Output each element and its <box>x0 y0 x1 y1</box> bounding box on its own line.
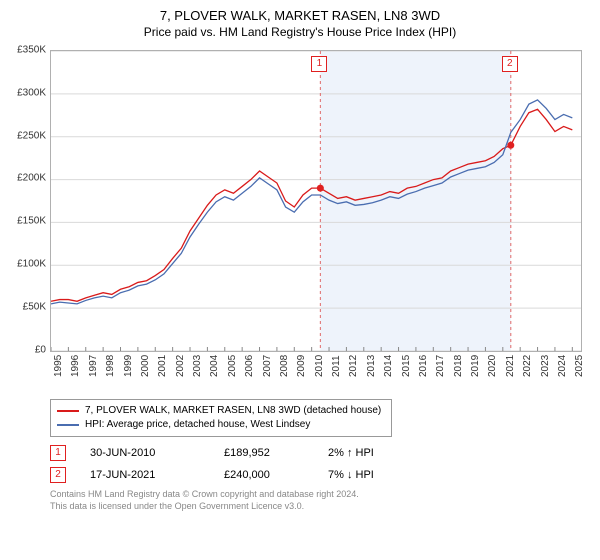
price-chart: £0 £50K £100K £150K £200K £250K £300K £350K 199… <box>10 45 590 395</box>
x-tick-label: 2000 <box>140 355 151 377</box>
x-tick-label: 2021 <box>505 355 516 377</box>
y-tick-label: £50K <box>23 302 46 313</box>
x-tick-label: 2019 <box>470 355 481 377</box>
x-tick-label: 2022 <box>522 355 533 377</box>
x-tick-label: 2024 <box>557 355 568 377</box>
x-tick-label: 2014 <box>383 355 394 377</box>
plot-area <box>50 50 582 352</box>
x-tick-label: 2018 <box>453 355 464 377</box>
y-tick-label: £250K <box>17 130 46 141</box>
x-tick-label: 1996 <box>70 355 81 377</box>
y-axis: £0£50K£100K£150K£200K£250K£300K£350K <box>10 50 48 350</box>
x-axis: 1995 1996 1997 1998 1999 2000 2001 2002 2003 2004… <box>50 355 580 395</box>
legend: 7, PLOVER WALK, MARKET RASEN, LN8 3WD (d… <box>50 399 392 437</box>
x-tick-label: 2025 <box>574 355 585 377</box>
x-tick-label: 1995 <box>53 355 64 377</box>
legend-swatch <box>57 424 79 426</box>
event-price: £189,952 <box>224 447 304 459</box>
x-tick-label: 2020 <box>487 355 498 377</box>
x-tick-label: 1998 <box>105 355 116 377</box>
event-date: 30-JUN-2010 <box>90 447 200 459</box>
legend-label: 7, PLOVER WALK, MARKET RASEN, LN8 3WD (d… <box>85 404 381 418</box>
legend-swatch <box>57 410 79 412</box>
x-tick-label: 1999 <box>123 355 134 377</box>
events-table: 1 30-JUN-2010 £189,952 2% ↑ HPI 2 17-JUN-2021… <box>50 445 590 483</box>
event-row: 2 17-JUN-2021 £240,000 7% ↓ HPI <box>50 467 590 483</box>
x-tick-label: 2016 <box>418 355 429 377</box>
x-tick-label: 1997 <box>88 355 99 377</box>
x-tick-label: 2015 <box>401 355 412 377</box>
event-date: 17-JUN-2021 <box>90 469 200 481</box>
event-price: £240,000 <box>224 469 304 481</box>
event-delta: 2% ↑ HPI <box>328 447 374 459</box>
event-marker-badge: 2 <box>502 56 518 72</box>
x-tick-label: 2008 <box>279 355 290 377</box>
page-title: 7, PLOVER WALK, MARKET RASEN, LN8 3WD <box>10 8 590 25</box>
x-tick-label: 2007 <box>262 355 273 377</box>
legend-label: HPI: Average price, detached house, West… <box>85 418 310 432</box>
y-tick-label: £350K <box>17 44 46 55</box>
event-marker-badge: 1 <box>311 56 327 72</box>
footer-attribution: Contains HM Land Registry data © Crown c… <box>50 489 590 512</box>
legend-item: HPI: Average price, detached house, West… <box>57 418 381 432</box>
x-tick-label: 2001 <box>157 355 168 377</box>
x-tick-label: 2004 <box>209 355 220 377</box>
x-tick-label: 2010 <box>314 355 325 377</box>
y-tick-label: £150K <box>17 216 46 227</box>
x-tick-label: 2011 <box>331 355 342 377</box>
x-tick-label: 2005 <box>227 355 238 377</box>
x-tick-label: 2023 <box>540 355 551 377</box>
x-tick-label: 2017 <box>435 355 446 377</box>
legend-item: 7, PLOVER WALK, MARKET RASEN, LN8 3WD (d… <box>57 404 381 418</box>
x-tick-label: 2013 <box>366 355 377 377</box>
y-tick-label: £300K <box>17 87 46 98</box>
footer-line: Contains HM Land Registry data © Crown c… <box>50 489 590 501</box>
x-tick-label: 2009 <box>296 355 307 377</box>
footer-line: This data is licensed under the Open Gov… <box>50 501 590 513</box>
page-subtitle: Price paid vs. HM Land Registry's House … <box>10 25 590 39</box>
x-tick-label: 2003 <box>192 355 203 377</box>
y-tick-label: £200K <box>17 173 46 184</box>
event-delta: 7% ↓ HPI <box>328 469 374 481</box>
x-tick-label: 2002 <box>175 355 186 377</box>
y-tick-label: £0 <box>35 344 46 355</box>
event-badge: 2 <box>50 467 66 483</box>
x-tick-label: 2006 <box>244 355 255 377</box>
event-badge: 1 <box>50 445 66 461</box>
event-row: 1 30-JUN-2010 £189,952 2% ↑ HPI <box>50 445 590 461</box>
y-tick-label: £100K <box>17 259 46 270</box>
x-tick-label: 2012 <box>348 355 359 377</box>
